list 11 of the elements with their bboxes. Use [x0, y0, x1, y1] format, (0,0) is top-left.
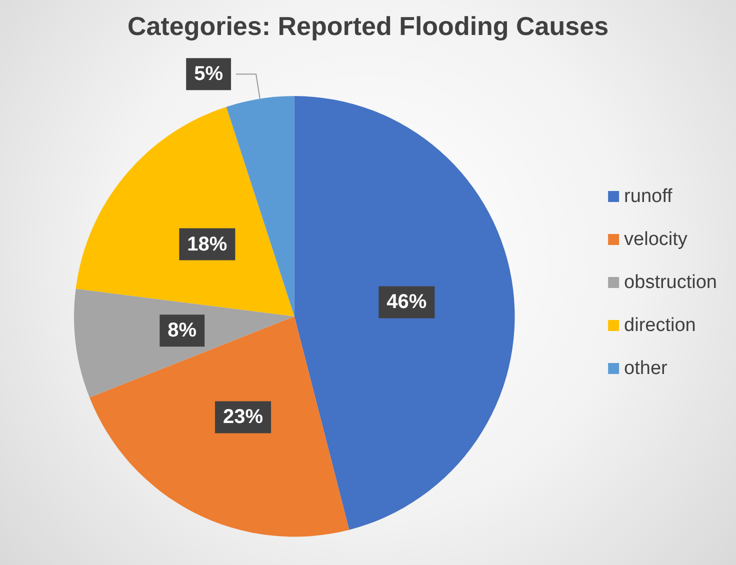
data-label: 5% [194, 63, 224, 86]
data-label: 46% [386, 291, 427, 314]
legend-label: obstruction [624, 272, 718, 293]
chart-title: Categories: Reported Flooding Causes [127, 11, 609, 41]
legend-label: other [624, 358, 668, 379]
legend-label: runoff [624, 186, 674, 207]
data-label: 8% [168, 320, 197, 342]
data-label: 23% [223, 406, 264, 428]
data-label: 18% [187, 233, 228, 256]
legend-label: velocity [624, 229, 688, 250]
legend-label: direction [624, 315, 696, 336]
